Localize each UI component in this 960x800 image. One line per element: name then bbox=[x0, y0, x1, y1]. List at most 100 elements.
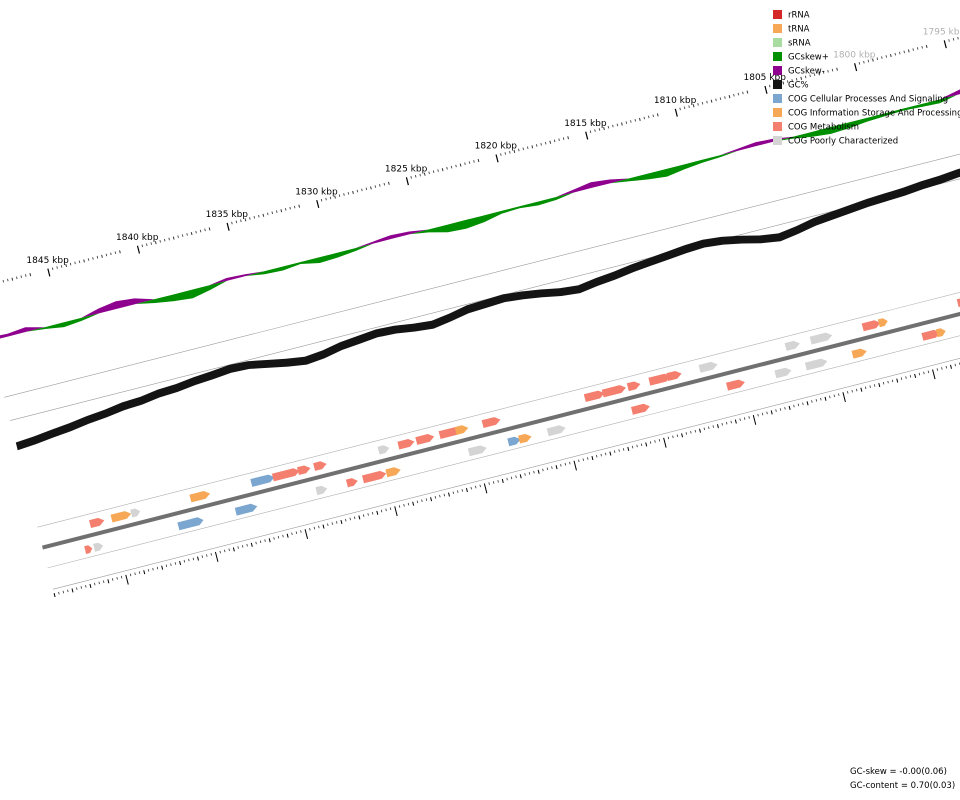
minor-tick-mark bbox=[298, 204, 301, 208]
minor-tick-mark bbox=[450, 165, 453, 169]
inner-tick-mark bbox=[582, 458, 584, 461]
minor-tick-mark bbox=[334, 195, 336, 199]
minor-tick-mark bbox=[437, 169, 439, 172]
legend-label: GCskew- bbox=[788, 67, 825, 77]
inner-tick-mark bbox=[775, 409, 777, 412]
minor-tick-mark bbox=[804, 75, 807, 79]
inner-tick-mark bbox=[627, 446, 630, 452]
gene-arrow bbox=[271, 468, 300, 482]
minor-tick-mark bbox=[16, 276, 18, 280]
inner-tick-mark bbox=[954, 363, 956, 367]
major-tick-mark bbox=[226, 222, 230, 231]
inner-tick-mark bbox=[636, 444, 638, 448]
gene-arrow bbox=[93, 542, 104, 552]
minor-tick-mark bbox=[589, 130, 592, 134]
inner-tick-mark bbox=[147, 569, 150, 572]
inner-tick-mark bbox=[219, 550, 221, 554]
legend-label: GC% bbox=[788, 81, 809, 91]
inner-tick-mark bbox=[950, 364, 952, 369]
minor-tick-mark bbox=[692, 104, 695, 108]
inner-tick-mark bbox=[838, 393, 840, 396]
inner-tick-mark bbox=[492, 481, 495, 484]
inner-tick-mark bbox=[694, 429, 697, 433]
inner-tick-mark bbox=[322, 524, 325, 529]
gene-arrow bbox=[385, 467, 401, 478]
legend-swatch bbox=[773, 66, 782, 75]
inner-tick-mark bbox=[416, 500, 419, 504]
minor-tick-mark bbox=[141, 244, 144, 248]
gene-arrow bbox=[784, 340, 800, 351]
minor-tick-mark bbox=[544, 141, 547, 145]
inner-tick-mark bbox=[479, 484, 481, 488]
tick-label: 1810 kbp bbox=[654, 96, 697, 106]
gene-arrow bbox=[397, 439, 415, 450]
inner-tick-mark bbox=[358, 515, 361, 520]
minor-tick-mark bbox=[526, 146, 529, 150]
inner-tick-mark bbox=[470, 486, 472, 490]
legend: rRNA tRNA sRNA GCskew+ GCskew- GC% COG Cellula… bbox=[773, 10, 960, 147]
minor-tick-mark bbox=[24, 274, 27, 277]
inner-tick-mark bbox=[398, 505, 401, 508]
inner-tick-mark bbox=[640, 443, 643, 447]
minor-tick-mark bbox=[621, 122, 623, 126]
inner-tick-mark bbox=[53, 592, 56, 598]
minor-tick-mark bbox=[83, 259, 85, 263]
inner-tick-mark bbox=[345, 518, 347, 522]
inner-tick-mark bbox=[752, 414, 757, 425]
major-tick-mark bbox=[47, 268, 51, 277]
minor-tick-mark bbox=[29, 273, 32, 277]
minor-tick-mark bbox=[553, 139, 556, 143]
minor-tick-mark bbox=[912, 48, 914, 51]
track-guide-line bbox=[4, 153, 960, 398]
inner-tick-mark bbox=[824, 396, 827, 401]
minor-tick-mark bbox=[916, 47, 919, 50]
minor-tick-mark bbox=[818, 72, 820, 76]
inner-tick-mark bbox=[246, 543, 248, 547]
stats-panel: GC-skew = -0.00(0.06) GC-content = 0.70(… bbox=[850, 767, 955, 791]
inner-tick-mark bbox=[528, 472, 531, 475]
inner-tick-mark bbox=[748, 416, 750, 419]
minor-tick-mark bbox=[549, 140, 552, 144]
inner-tick-mark bbox=[232, 547, 235, 552]
inner-tick-mark bbox=[206, 554, 208, 557]
inner-tick-mark bbox=[784, 407, 786, 410]
inner-tick-mark bbox=[76, 587, 78, 590]
inner-tick-mark bbox=[134, 572, 136, 576]
minor-tick-mark bbox=[60, 265, 63, 268]
major-tick-mark bbox=[764, 85, 768, 94]
inner-tick-mark bbox=[524, 473, 526, 476]
minor-tick-mark bbox=[280, 209, 283, 213]
inner-tick-mark bbox=[649, 441, 652, 444]
minor-tick-mark bbox=[235, 220, 238, 224]
legend-swatch bbox=[773, 94, 782, 103]
inner-tick-mark bbox=[421, 499, 423, 503]
minor-tick-mark bbox=[535, 144, 538, 147]
inner-tick-mark bbox=[465, 487, 468, 493]
tick-label: 1795 kbp bbox=[923, 28, 960, 38]
inner-tick-mark bbox=[927, 370, 930, 374]
inner-tick-mark bbox=[501, 478, 504, 483]
minor-tick-mark bbox=[74, 261, 76, 265]
inner-tick-mark bbox=[645, 442, 648, 447]
minor-tick-mark bbox=[683, 106, 686, 110]
minor-tick-mark bbox=[343, 193, 345, 196]
inner-tick-mark bbox=[667, 436, 670, 440]
minor-tick-mark bbox=[370, 186, 372, 190]
minor-tick-mark bbox=[562, 137, 565, 140]
tick-label: 1805 kbp bbox=[744, 73, 787, 83]
minor-tick-mark bbox=[172, 236, 175, 240]
minor-tick-mark bbox=[383, 182, 386, 186]
minor-tick-mark bbox=[432, 170, 435, 174]
inner-tick-mark bbox=[932, 369, 936, 380]
inner-tick-mark bbox=[380, 509, 383, 513]
gene-track bbox=[84, 298, 960, 554]
inner-tick-mark bbox=[439, 494, 441, 498]
minor-tick-mark bbox=[509, 150, 511, 154]
minor-tick-mark bbox=[289, 206, 291, 210]
inner-tick-mark bbox=[887, 380, 889, 384]
legend-swatch bbox=[773, 10, 782, 19]
inner-tick-mark bbox=[354, 516, 356, 520]
inner-tick-mark bbox=[945, 365, 948, 369]
inner-tick-mark bbox=[268, 538, 271, 543]
minor-tick-mark bbox=[867, 59, 870, 63]
